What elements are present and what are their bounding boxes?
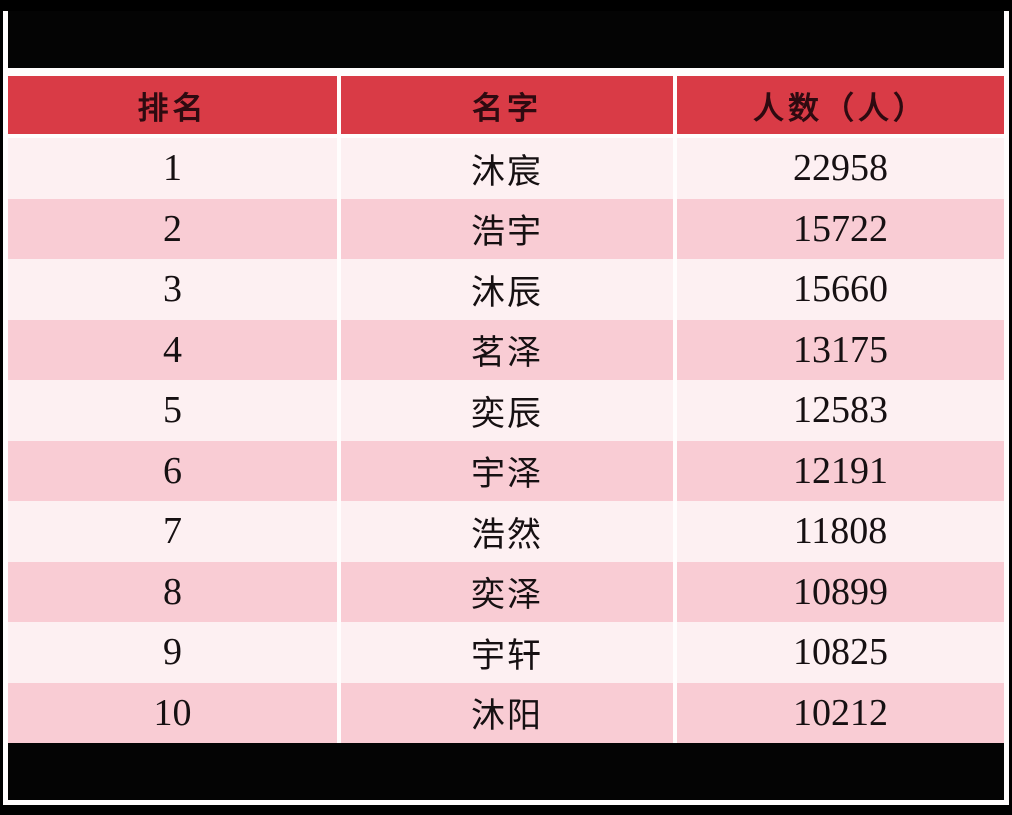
table-header-row: 排名 名字 人数（人）: [8, 76, 1004, 134]
name-cell: 沐辰: [341, 259, 673, 320]
name-cell: 浩宇: [341, 198, 673, 259]
table-row: 1 沐宸 22958: [8, 138, 1004, 199]
table-row: 10 沐阳 10212: [8, 682, 1004, 743]
name-cell: 奕泽: [341, 561, 673, 622]
rank-cell: 6: [8, 440, 337, 501]
count-cell: 10212: [677, 682, 1004, 743]
table-row: 8 奕泽 10899: [8, 561, 1004, 622]
name-cell: 宇轩: [341, 622, 673, 683]
rank-cell: 7: [8, 501, 337, 562]
count-cell: 22958: [677, 138, 1004, 199]
table-row: 2 浩宇 15722: [8, 198, 1004, 259]
header-cell-count: 人数（人）: [677, 76, 1004, 134]
name-cell: 沐宸: [341, 138, 673, 199]
count-cell: 10899: [677, 561, 1004, 622]
table-row: 9 宇轩 10825: [8, 622, 1004, 683]
count-cell: 10825: [677, 622, 1004, 683]
name-cell: 宇泽: [341, 440, 673, 501]
count-cell: 13175: [677, 319, 1004, 380]
count-cell: 15660: [677, 259, 1004, 320]
rank-cell: 4: [8, 319, 337, 380]
count-cell: 12583: [677, 380, 1004, 441]
rank-cell: 9: [8, 622, 337, 683]
rank-cell: 1: [8, 138, 337, 199]
name-cell: 沐阳: [341, 682, 673, 743]
bottom-band: [8, 743, 1004, 800]
rank-cell: 10: [8, 682, 337, 743]
count-cell: 12191: [677, 440, 1004, 501]
table-sheet: 排名 名字 人数（人） 1 沐宸 22958 2 浩宇 15722 3 沐辰 1…: [3, 11, 1009, 805]
rank-cell: 5: [8, 380, 337, 441]
rank-cell: 2: [8, 198, 337, 259]
header-cell-rank: 排名: [8, 76, 337, 134]
table-row: 4 茗泽 13175: [8, 319, 1004, 380]
table-row: 6 宇泽 12191: [8, 440, 1004, 501]
table-body: 1 沐宸 22958 2 浩宇 15722 3 沐辰 15660 4 茗泽 13…: [3, 138, 1009, 743]
table-row: 5 奕辰 12583: [8, 380, 1004, 441]
rank-cell: 3: [8, 259, 337, 320]
rank-cell: 8: [8, 561, 337, 622]
count-cell: 15722: [677, 198, 1004, 259]
top-title-band: [8, 11, 1004, 68]
name-cell: 浩然: [341, 501, 673, 562]
table-row: 3 沐辰 15660: [8, 259, 1004, 320]
name-cell: 茗泽: [341, 319, 673, 380]
header-cell-name: 名字: [341, 76, 673, 134]
table-row: 7 浩然 11808: [8, 501, 1004, 562]
spacer: [3, 68, 1009, 76]
count-cell: 11808: [677, 501, 1004, 562]
name-cell: 奕辰: [341, 380, 673, 441]
